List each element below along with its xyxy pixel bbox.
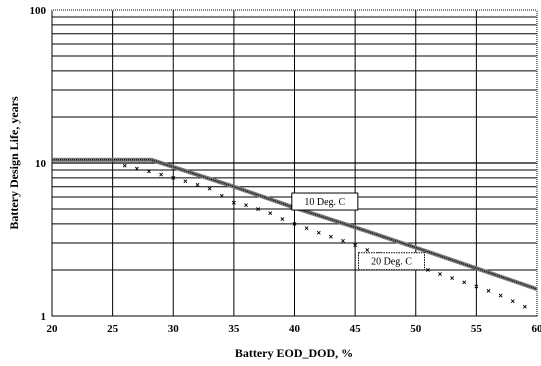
series-point-1-20 (365, 248, 370, 252)
series-point-1-27 (450, 276, 455, 280)
series-point-1-12 (268, 211, 273, 216)
series-point-1-16 (316, 230, 321, 235)
series-point-1-17 (328, 234, 333, 239)
y-axis-label: Battery Design Life, years (7, 96, 21, 230)
series-point-1-7 (207, 186, 212, 191)
series-point-1-26 (438, 272, 442, 276)
series-point-1-30 (486, 288, 491, 293)
x-tick-label-7: 55 (471, 323, 483, 335)
series-point-1-29 (474, 284, 479, 289)
series-point-1-2 (147, 169, 151, 174)
series-point-1-0 (122, 163, 127, 168)
series-point-1-5 (183, 179, 188, 184)
x-tick-label-3: 35 (228, 323, 240, 335)
series-point-1-32 (510, 299, 515, 304)
annotation-label-0: 10 Deg. C (304, 197, 345, 208)
series-point-1-14 (292, 221, 297, 226)
x-tick-label-6: 50 (410, 323, 422, 335)
annotation-box-1 (358, 252, 425, 271)
annotation-label-1: 20 Deg. C (371, 257, 412, 268)
x-tick-label-5: 45 (350, 323, 362, 335)
x-tick-label-1: 25 (107, 323, 119, 335)
series-point-1-1 (134, 166, 139, 171)
y-tick-label-0: 1 (41, 311, 47, 323)
y-tick-label-2: 100 (30, 5, 47, 17)
annotation-layer: 10 Deg. C 20 Deg. C (291, 192, 425, 271)
series-point-1-19 (353, 243, 358, 248)
series-point-1-11 (256, 207, 261, 211)
series-point-1-33 (522, 304, 527, 309)
series-point-1-10 (244, 203, 248, 208)
series-point-1-8 (219, 193, 224, 198)
series-point-1-6 (195, 182, 200, 187)
series-point-1-25 (425, 268, 430, 272)
series-point-1-18 (341, 238, 345, 243)
x-tick-label-0: 20 (47, 323, 59, 335)
tick-labels: 20 25 30 35 40 45 50 55 60 1 10 100 (30, 5, 541, 335)
annotation-box-0 (291, 192, 359, 211)
x-axis-label: Battery EOD_DOD, % (235, 346, 353, 360)
x-tick-label-4: 40 (289, 323, 301, 335)
x-tick-label-8: 60 (532, 323, 541, 335)
y-tick-label-1: 10 (35, 158, 47, 170)
series-point-1-3 (159, 172, 164, 177)
x-tick-label-2: 30 (168, 323, 180, 335)
series-point-1-13 (280, 217, 285, 221)
series-point-1-31 (498, 293, 503, 298)
series-point-1-28 (462, 280, 467, 285)
series-line-texture-0 (52, 159, 538, 290)
grid-lines (52, 10, 537, 316)
series-point-1-9 (231, 200, 236, 205)
series-point-1-4 (171, 175, 176, 180)
series-point-1-15 (304, 226, 309, 231)
